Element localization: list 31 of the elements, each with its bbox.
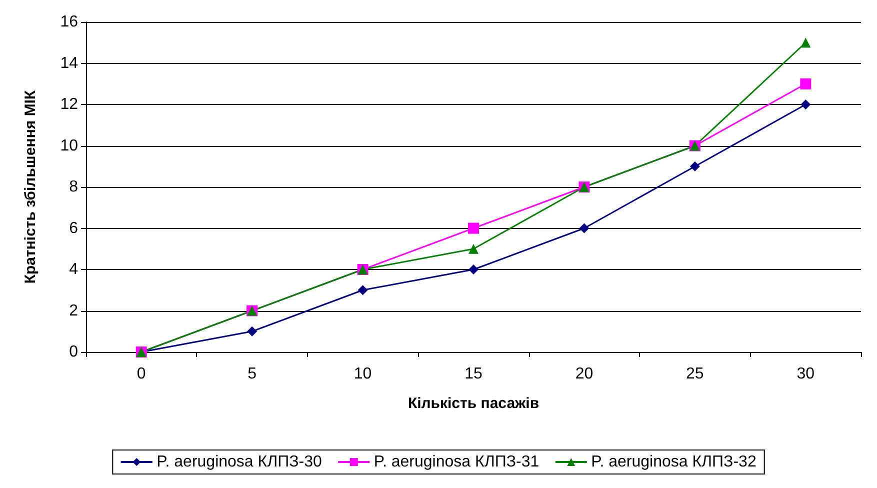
y-tick-label: 6	[69, 220, 78, 237]
point	[800, 100, 811, 110]
y-tick-label: 2	[69, 302, 78, 320]
x-tick-label: 25	[686, 366, 704, 382]
y-tick-label: 10	[60, 137, 78, 154]
y-axis-title: Кратність збільшення МІК	[22, 90, 39, 284]
point	[468, 244, 478, 254]
point	[468, 222, 479, 234]
y-tick-label: 16	[60, 14, 78, 30]
x-tick-label: 20	[575, 366, 594, 382]
x-tick-label: 10	[354, 366, 372, 382]
legend-label: P. aeruginosa КЛПЗ-32	[591, 454, 756, 470]
point	[690, 161, 700, 172]
x-tick-label: 15	[464, 366, 482, 382]
point	[800, 78, 812, 90]
y-tick-label: 0	[69, 344, 78, 360]
y-tick-label: 12	[60, 96, 78, 113]
point	[800, 38, 811, 48]
y-tick-label: 8	[69, 178, 78, 196]
x-tick-label: 5	[248, 366, 257, 382]
legend-label: P. aeruginosa КЛПЗ-30	[156, 454, 322, 470]
y-tick-label: 4	[69, 261, 78, 278]
point	[579, 223, 590, 234]
x-tick-label: 0	[136, 366, 146, 382]
point	[358, 285, 368, 296]
x-axis-title: Кількість пасажів	[408, 395, 540, 412]
x-tick-label: 30	[796, 366, 815, 382]
y-tick-label: 14	[60, 54, 78, 72]
legend-label: P. aeruginosa КЛПЗ-31	[374, 454, 540, 470]
point	[468, 264, 478, 274]
point	[247, 326, 258, 336]
